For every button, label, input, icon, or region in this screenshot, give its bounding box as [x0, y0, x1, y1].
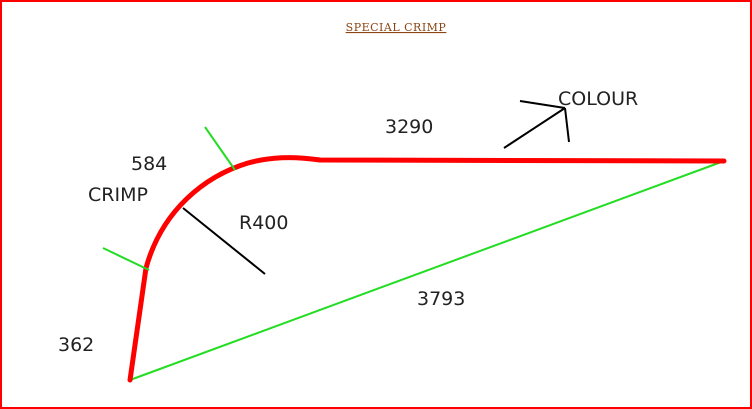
diagonal-line [129, 160, 725, 381]
crimp-label: CRIMP [88, 184, 148, 206]
crimp-tick-lower [102, 247, 150, 271]
top-length-label: 3290 [385, 116, 433, 138]
colour-label: COLOUR [558, 88, 638, 110]
diagonal-length-label: 3793 [417, 288, 465, 310]
bottom-length-label: 362 [58, 334, 94, 356]
sheet-profile [127, 155, 727, 383]
arrow-icon [503, 100, 570, 149]
crimp-tick-upper [204, 126, 236, 171]
radius-leader [182, 207, 266, 275]
drawing-title: SPECIAL CRIMP [346, 21, 447, 34]
crimp-length-label: 584 [131, 153, 167, 175]
radius-label: R400 [239, 212, 288, 234]
